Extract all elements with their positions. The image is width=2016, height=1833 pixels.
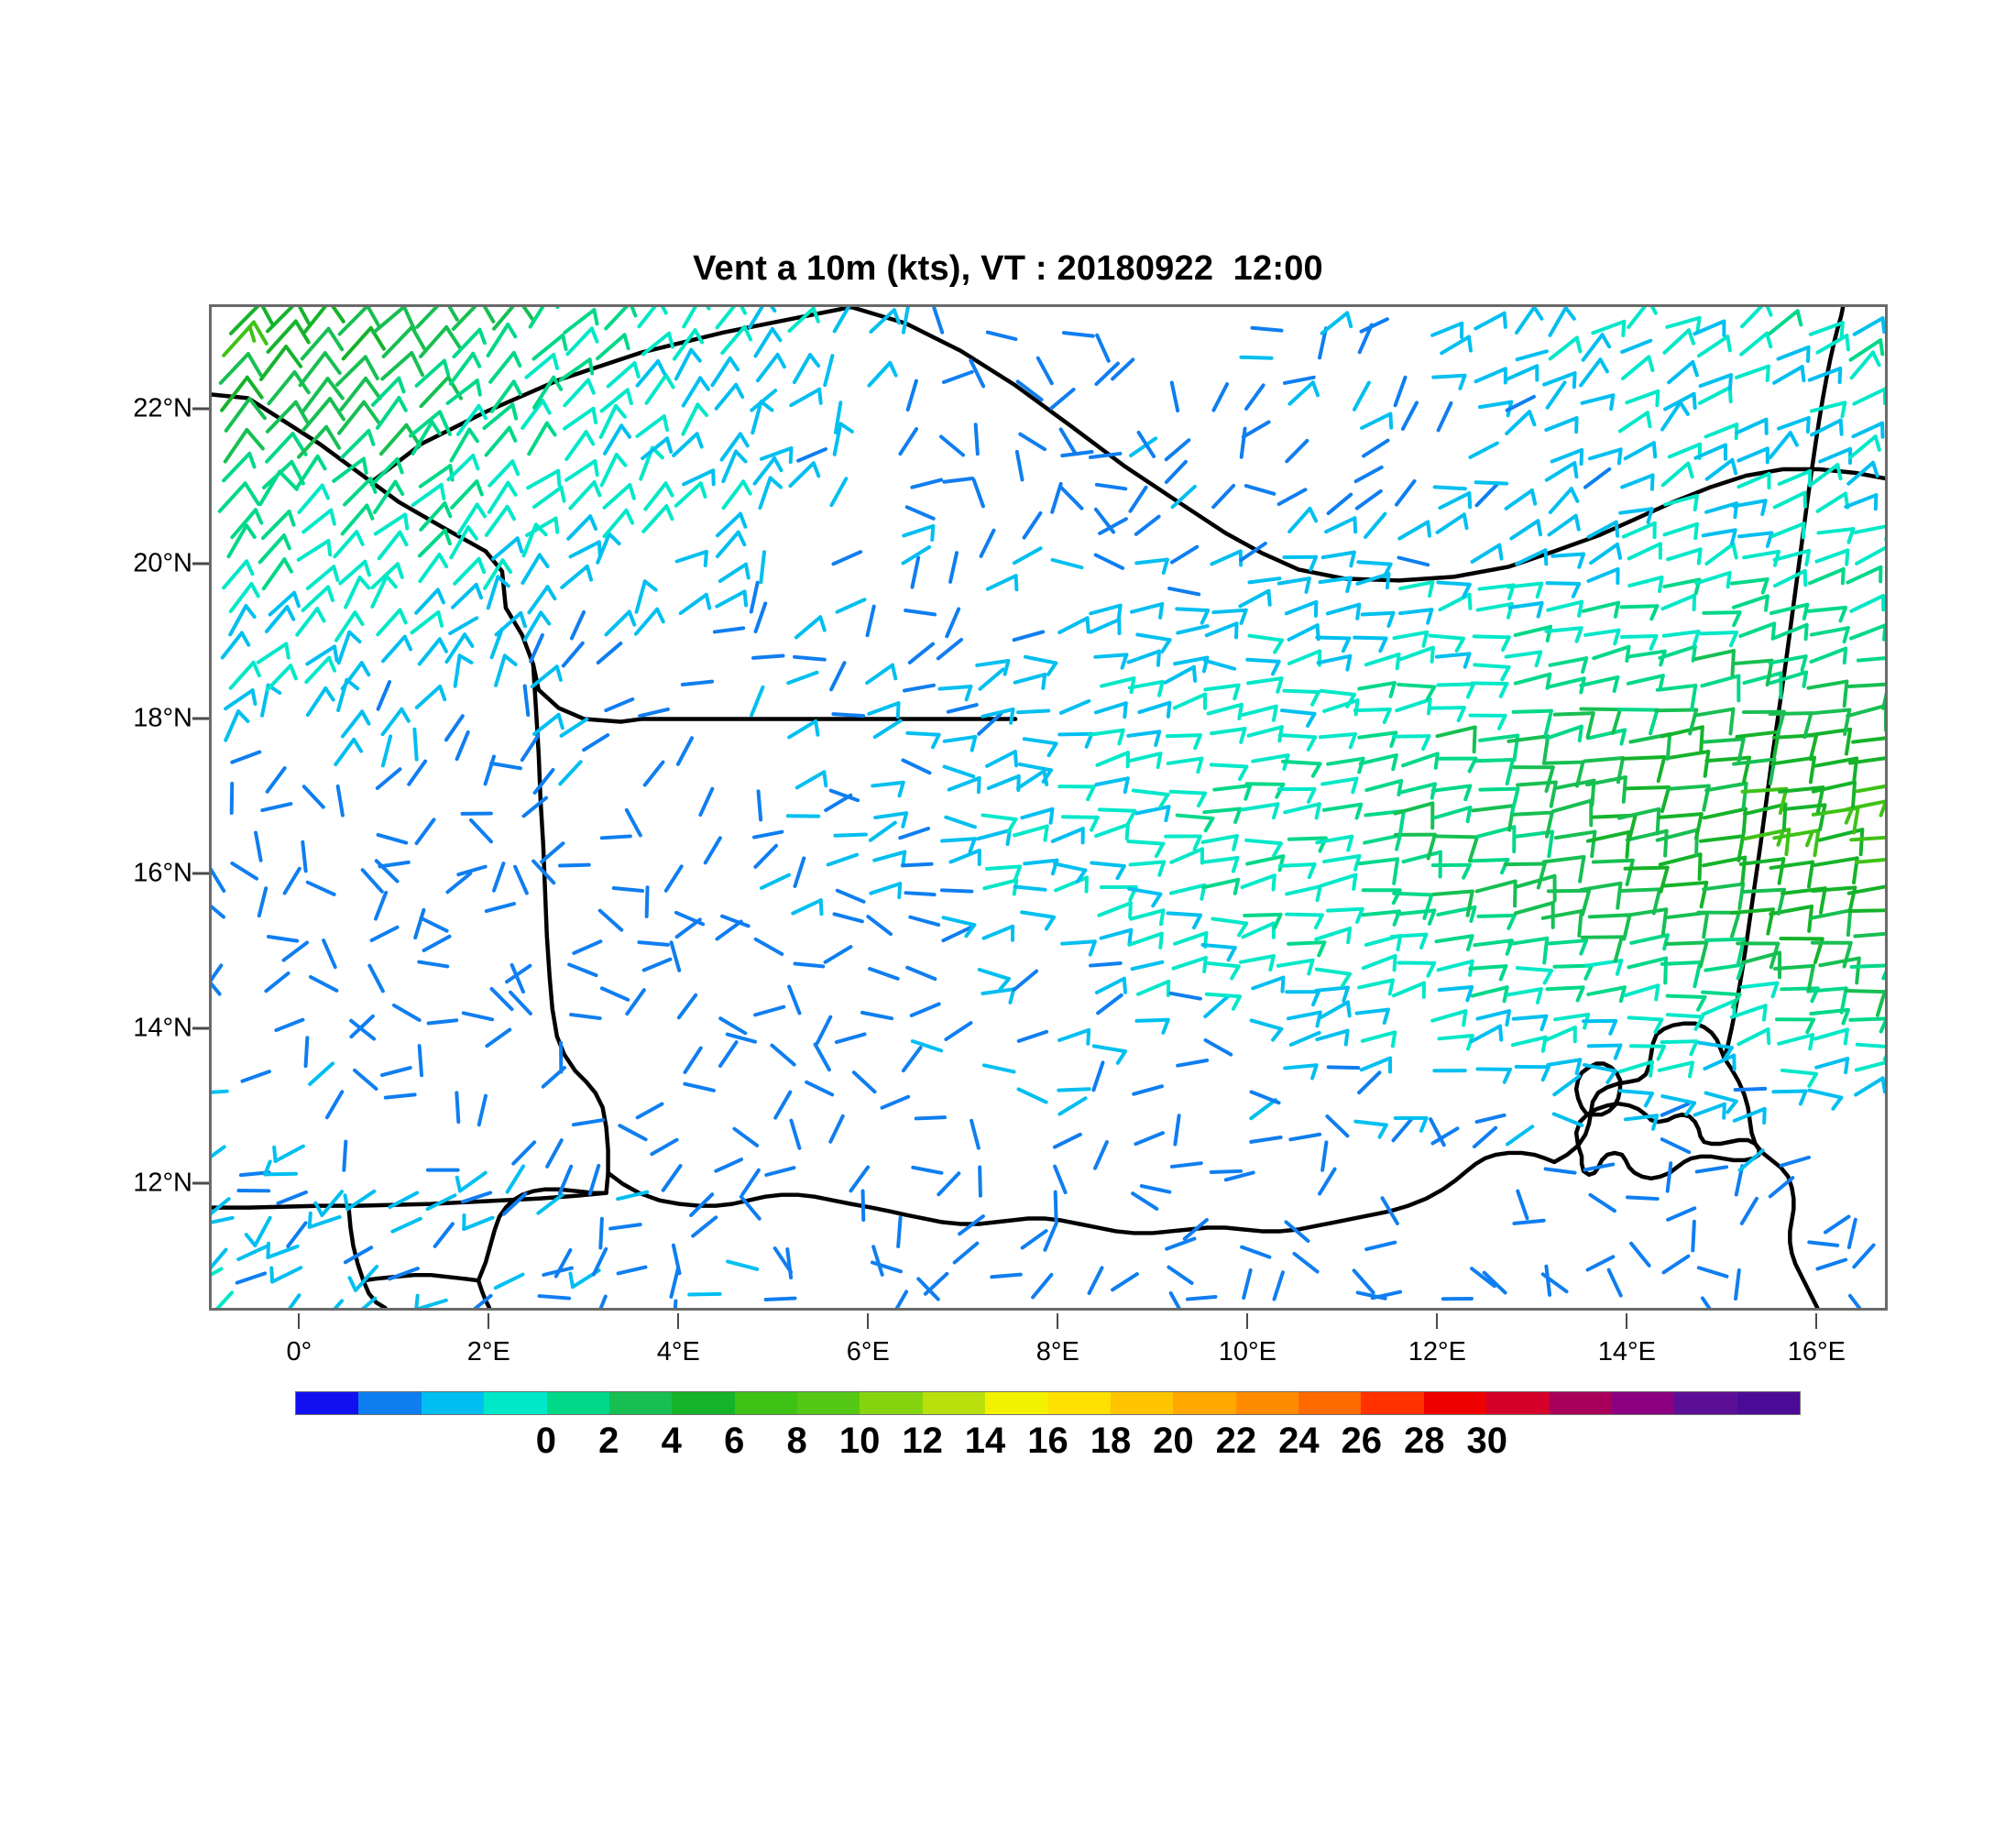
y-tick-label: 20°N [133, 548, 192, 578]
colorbar-tick-label: 20 [1153, 1421, 1194, 1461]
page-title: Vent a 10m (kts), VT : 20180922 12:00 [693, 249, 1323, 288]
y-tick-mark [192, 407, 224, 411]
x-tick-mark [867, 1313, 870, 1329]
x-tick-mark [488, 1313, 490, 1329]
colorbar-tick-label: 22 [1215, 1421, 1257, 1461]
x-tick-label: 16°E [1787, 1337, 1846, 1367]
colorbar-segment [546, 1392, 609, 1414]
colorbar-tick-label: 10 [838, 1421, 881, 1461]
x-tick-label: 4°E [656, 1337, 700, 1367]
colorbar-tick-label: 30 [1466, 1421, 1507, 1461]
y-tick-mark [192, 562, 224, 565]
colorbar-segment [1110, 1392, 1174, 1414]
colorbar-segment [1173, 1392, 1236, 1414]
colorbar-tick-label: 14 [964, 1421, 1006, 1461]
y-tick-mark [192, 717, 224, 720]
wind-barb-map [212, 307, 1885, 1308]
y-tick-mark [192, 1181, 224, 1185]
x-tick-mark [1057, 1313, 1059, 1329]
y-tick-label: 22°N [133, 393, 192, 423]
x-tick-mark [1815, 1313, 1818, 1329]
colorbar-segment [1298, 1392, 1362, 1414]
y-tick-label: 18°N [133, 703, 192, 733]
wind-barbs-layer [212, 307, 1885, 1308]
x-tick-label: 0° [286, 1337, 312, 1367]
x-tick-mark [298, 1313, 301, 1329]
colorbar-segment [1047, 1392, 1111, 1414]
colorbar-segment [484, 1392, 547, 1414]
colorbar-tick-label: 8 [786, 1421, 807, 1461]
y-tick-label: 12°N [133, 1168, 192, 1198]
y-tick-mark [192, 872, 224, 875]
x-tick-mark [1246, 1313, 1249, 1329]
x-tick-mark [677, 1313, 680, 1329]
y-axis: 22°N 20°N 18°N 16°N 14°N 12°N [0, 304, 224, 1311]
colorbar-segment [860, 1392, 923, 1414]
colorbar-segment [1737, 1392, 1800, 1414]
colorbar-segment [421, 1392, 485, 1414]
colorbar-gradient [295, 1391, 1801, 1415]
colorbar-segment [296, 1392, 359, 1414]
y-tick-mark [192, 1026, 224, 1030]
colorbar-segment [608, 1392, 673, 1414]
colorbar-tick-label: 16 [1027, 1421, 1068, 1461]
colorbar-segment [358, 1392, 422, 1414]
colorbar-tick-label: 0 [535, 1421, 556, 1461]
colorbar-segment [1611, 1392, 1675, 1414]
y-tick-label: 14°N [133, 1013, 192, 1043]
x-tick-label: 6°E [846, 1337, 890, 1367]
colorbar-segment [1674, 1392, 1737, 1414]
colorbar-segment [922, 1392, 986, 1414]
colorbar-tick-label: 12 [902, 1421, 943, 1461]
colorbar-tick-labels: 0 2 4 6 8 10 12 14 16 18 20 22 24 26 28 30 [295, 1421, 1801, 1465]
colorbar-tick-label: 26 [1341, 1421, 1383, 1461]
x-tick-mark [1626, 1313, 1628, 1329]
x-tick-label: 10°E [1218, 1337, 1276, 1367]
colorbar-segment [1549, 1392, 1612, 1414]
colorbar-segment [797, 1392, 860, 1414]
map-plot-area[interactable] [209, 304, 1888, 1311]
colorbar-segment [1361, 1392, 1424, 1414]
colorbar-segment [1235, 1392, 1298, 1414]
country-borders-layer [212, 307, 1885, 1308]
y-tick-label: 16°N [133, 858, 192, 888]
colorbar-segment [672, 1392, 735, 1414]
x-tick-label: 14°E [1597, 1337, 1656, 1367]
colorbar-tick-label: 6 [724, 1421, 745, 1461]
colorbar-segment [1423, 1392, 1487, 1414]
colorbar-tick-label: 18 [1090, 1421, 1132, 1461]
colorbar-segment [985, 1392, 1048, 1414]
x-tick-mark [1436, 1313, 1439, 1329]
colorbar-segment [1486, 1392, 1550, 1414]
x-tick-label: 2°E [466, 1337, 510, 1367]
x-tick-label: 8°E [1035, 1337, 1079, 1367]
colorbar-tick-label: 24 [1278, 1421, 1320, 1461]
colorbar-tick-label: 28 [1404, 1421, 1445, 1461]
colorbar-segment [734, 1392, 797, 1414]
colorbar-tick-label: 2 [598, 1421, 619, 1461]
colorbar[interactable] [295, 1391, 1801, 1415]
x-tick-label: 12°E [1408, 1337, 1466, 1367]
x-axis: 0° 2°E 4°E 6°E 8°E 10°E 12°E 14°E 16°E [209, 1313, 1888, 1387]
colorbar-tick-label: 4 [661, 1421, 682, 1461]
